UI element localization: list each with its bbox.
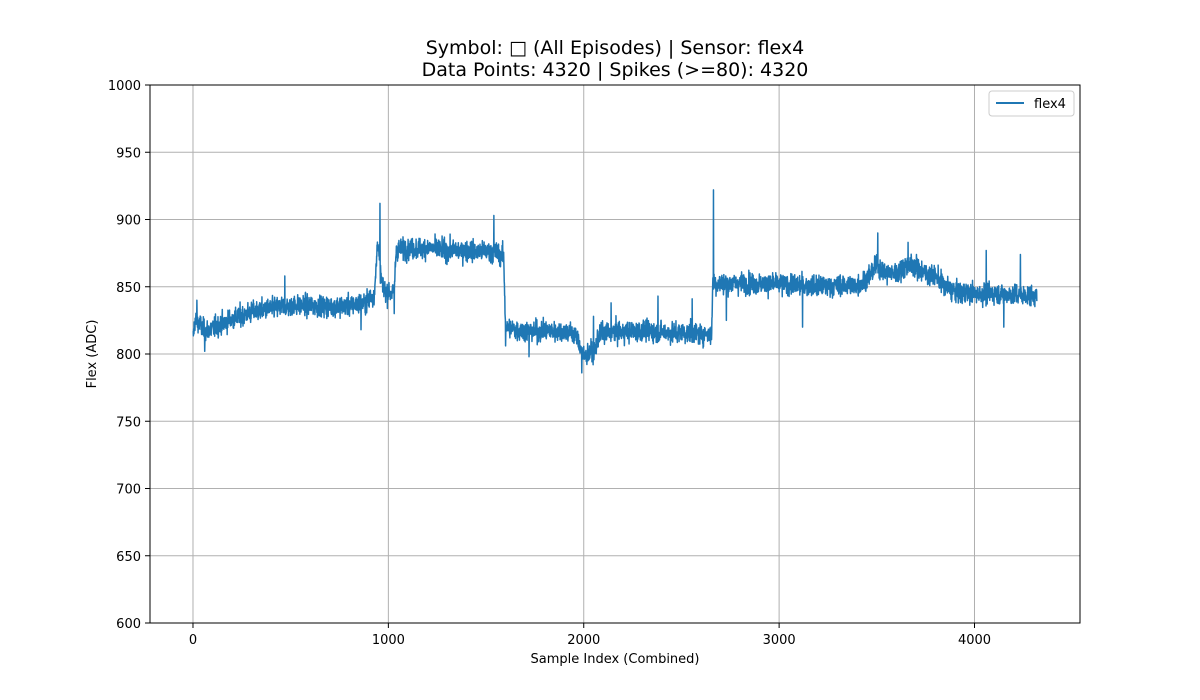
x-tick-label: 4000 — [958, 633, 991, 648]
y-tick-label: 950 — [116, 146, 141, 161]
x-axis-label: Sample Index (Combined) — [531, 652, 700, 667]
x-tick-label: 2000 — [567, 633, 600, 648]
y-tick-label: 800 — [116, 348, 141, 363]
y-axis-ticks: 600 650 700 750 800 850 900 950 1000 — [108, 79, 150, 632]
legend: flex4 — [988, 90, 1075, 117]
x-tick-label: 0 — [189, 633, 197, 648]
x-tick-label: 1000 — [372, 633, 405, 648]
chart-title: Symbol: □ (All Episodes) | Sensor: flex4 — [426, 37, 805, 59]
x-axis-ticks: 0 1000 2000 3000 4000 — [189, 623, 991, 648]
y-tick-label: 750 — [116, 415, 141, 430]
x-tick-label: 3000 — [763, 633, 796, 648]
chart-subtitle: Data Points: 4320 | Spikes (>=80): 4320 — [422, 59, 809, 81]
y-tick-label: 700 — [116, 483, 141, 498]
series-line-flex4 — [192, 189, 1038, 374]
plot-frame — [149, 84, 1081, 624]
y-tick-label: 1000 — [108, 79, 141, 94]
series-layer — [192, 189, 1038, 374]
legend-label-flex4: flex4 — [1034, 97, 1066, 112]
y-tick-label: 850 — [116, 281, 141, 296]
y-tick-label: 600 — [116, 617, 141, 632]
legend-box — [988, 90, 1075, 117]
y-tick-label: 900 — [116, 214, 141, 229]
y-axis-label: Flex (ADC) — [85, 320, 100, 389]
y-tick-label: 650 — [116, 550, 141, 565]
